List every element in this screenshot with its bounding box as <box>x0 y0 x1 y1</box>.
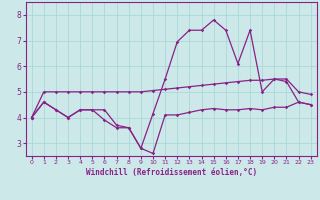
X-axis label: Windchill (Refroidissement éolien,°C): Windchill (Refroidissement éolien,°C) <box>86 168 257 177</box>
